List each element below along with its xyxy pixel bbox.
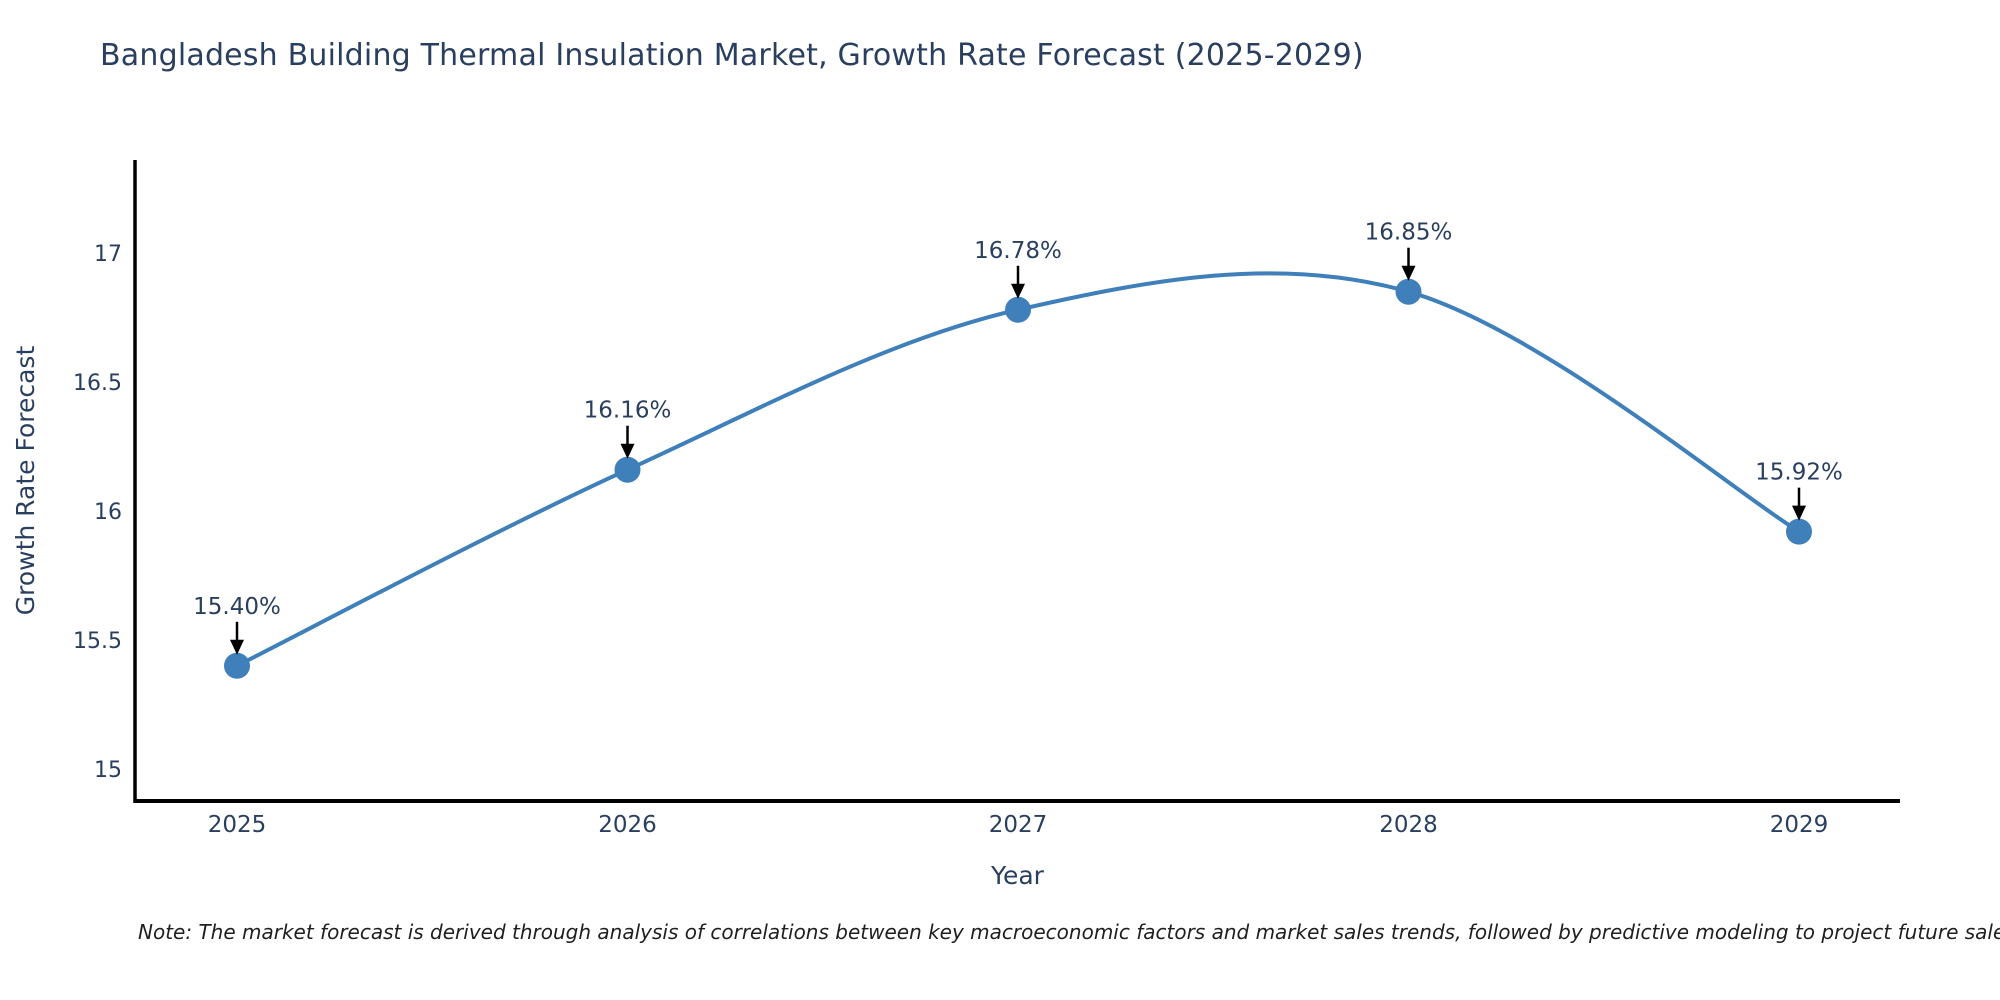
data-point xyxy=(614,456,641,483)
y-tick-label: 17 xyxy=(94,242,122,267)
y-tick-label: 15.5 xyxy=(73,629,122,654)
data-point xyxy=(1005,296,1031,323)
y-tick-label: 15 xyxy=(94,758,122,783)
footnote: Note: The market forecast is derived thr… xyxy=(138,920,2000,944)
x-tick-label: 2029 xyxy=(1770,812,1829,838)
x-tick-label: 2025 xyxy=(208,812,267,838)
data-point-label: 16.78% xyxy=(974,238,1062,264)
data-point-label: 15.40% xyxy=(193,594,281,620)
data-points xyxy=(224,278,1812,679)
trend-line xyxy=(235,271,1801,668)
annotation-arrow-head xyxy=(230,639,244,655)
x-axis-title: Year xyxy=(990,861,1045,890)
data-point-label: 16.85% xyxy=(1365,220,1453,246)
data-point xyxy=(1395,278,1422,305)
trend-line-path xyxy=(235,271,1801,668)
annotation-arrow-head xyxy=(1792,505,1806,521)
y-tick-labels: 15 15.5 16 16.5 17 xyxy=(73,242,122,783)
y-axis-title: Growth Rate Forecast xyxy=(11,346,40,616)
y-tick-label: 16 xyxy=(94,500,122,525)
x-tick-label: 2026 xyxy=(598,812,657,838)
data-point xyxy=(224,652,250,679)
data-point-labels: 15.40% 16.16% 16.78% 16.85% 15.92% xyxy=(193,220,1843,620)
axis-titles: Growth Rate Forecast Year xyxy=(11,346,1045,890)
data-point xyxy=(1786,518,1812,545)
x-tick-label: 2028 xyxy=(1379,812,1438,838)
chart-title: Bangladesh Building Thermal Insulation M… xyxy=(100,38,1364,73)
data-point-label: 15.92% xyxy=(1755,460,1843,486)
x-tick-labels: 2025 2026 2027 2028 2029 xyxy=(208,812,1829,838)
data-point-label: 16.16% xyxy=(584,398,672,424)
annotation-arrow-head xyxy=(620,443,635,459)
annotation-arrow-head xyxy=(1011,283,1025,299)
axes xyxy=(133,160,1900,803)
x-tick-label: 2027 xyxy=(989,812,1048,838)
annotation-arrows xyxy=(230,247,1806,655)
annotation-arrow-head xyxy=(1401,265,1416,281)
y-tick-label: 16.5 xyxy=(73,371,122,396)
